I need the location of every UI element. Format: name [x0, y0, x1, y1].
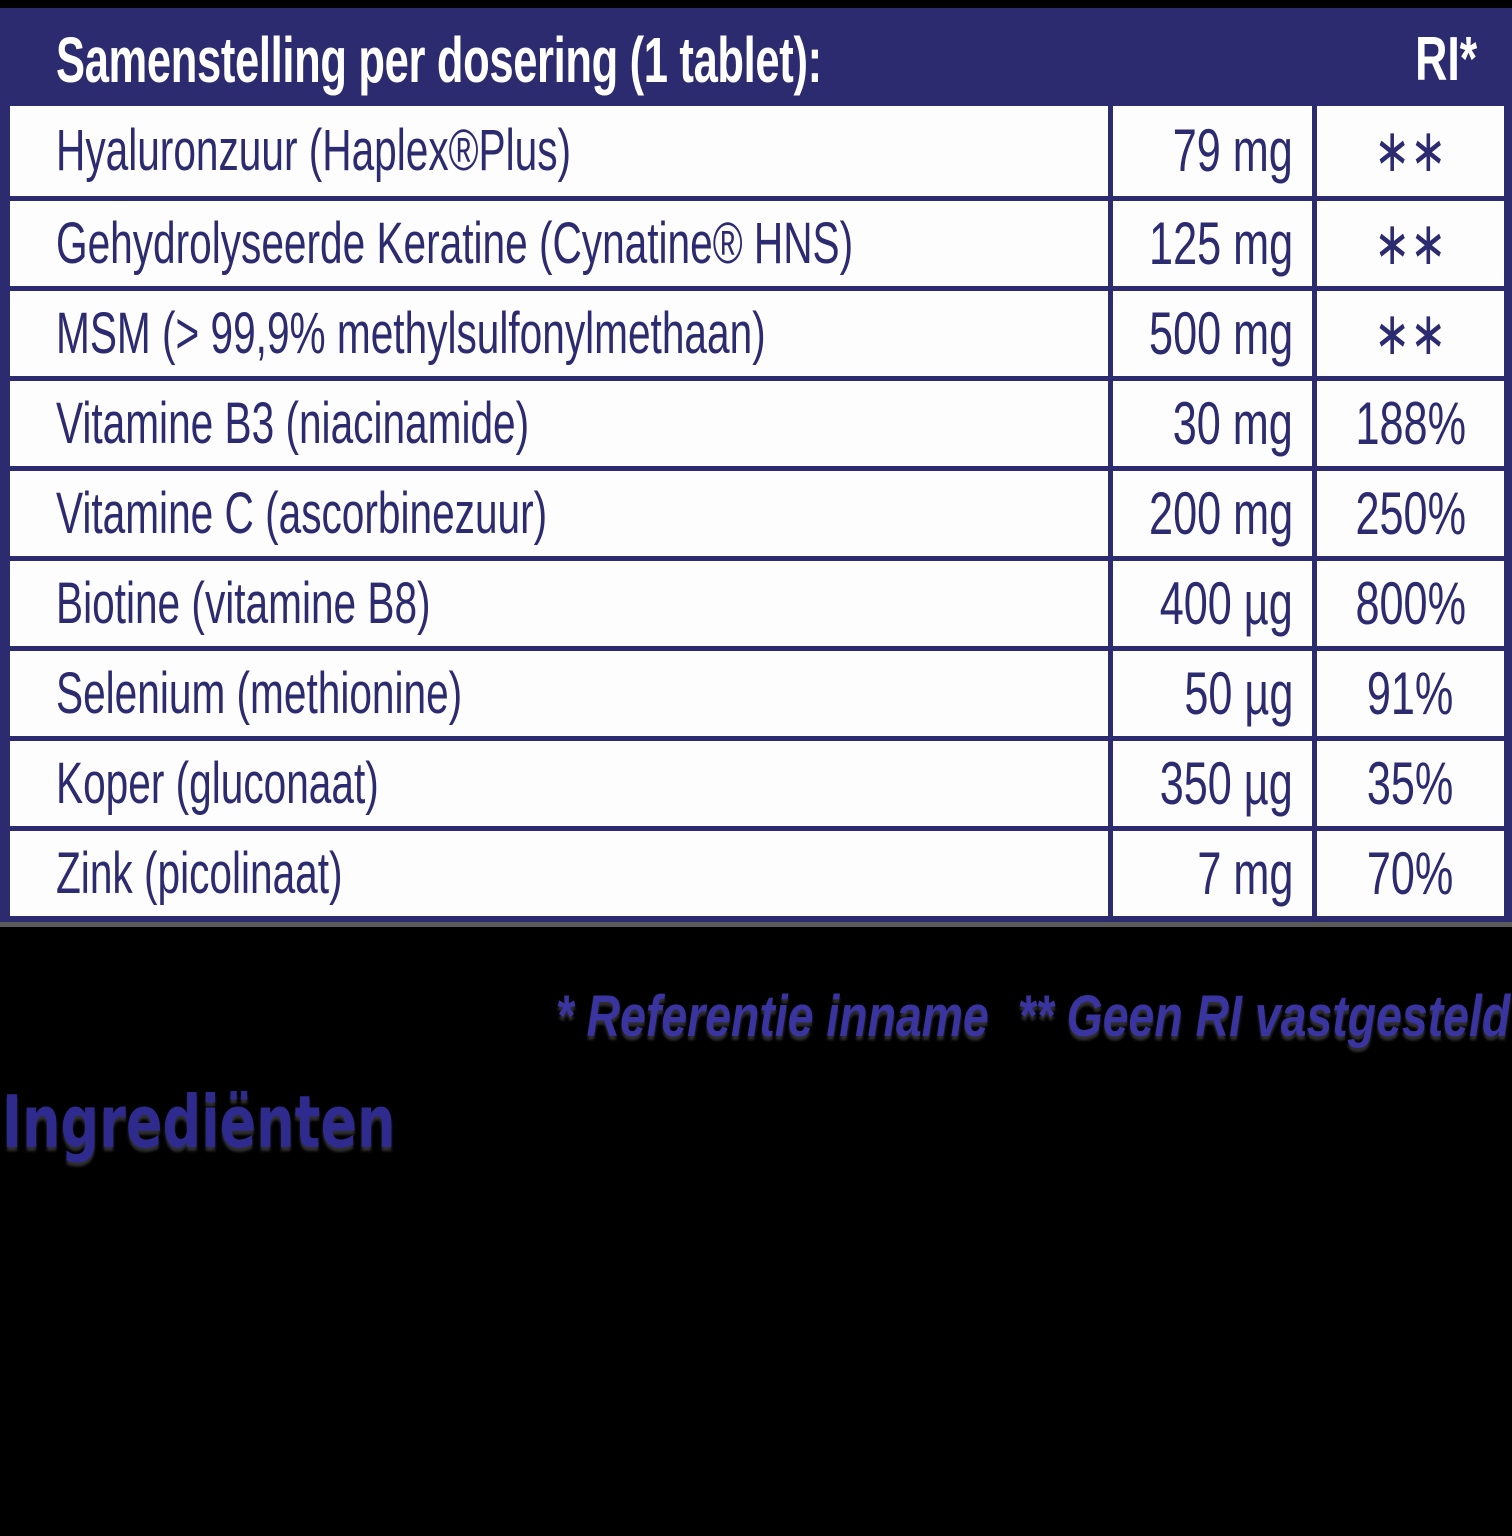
table-row: Koper (gluconaat) 350 µg 35%	[10, 736, 1504, 826]
table-row: Biotine (vitamine B8) 400 µg 800%	[10, 556, 1504, 646]
ingredient-name: Vitamine B3 (niacinamide)	[56, 390, 530, 456]
ingredient-amount: 79 mg	[1172, 117, 1293, 184]
ingredient-ri-cell: 250%	[1312, 471, 1504, 556]
ri-column-header: RI*	[1414, 25, 1477, 94]
ingredient-amount-cell: 79 mg	[1108, 106, 1312, 196]
table-title: Samenstelling per dosering (1 tablet):	[56, 24, 822, 96]
ingredient-ri: ∗∗	[1374, 299, 1447, 367]
ingredient-ri: 35%	[1367, 749, 1454, 817]
table-body: Hyaluronzuur (Haplex®Plus) 79 mg ∗∗ Gehy…	[10, 106, 1504, 916]
ingredient-name-cell: Gehydrolyseerde Keratine (Cynatine® HNS)	[10, 201, 1108, 286]
table-header-row: Samenstelling per dosering (1 tablet): R…	[10, 14, 1504, 106]
ingredient-ri-cell: ∗∗	[1312, 201, 1504, 286]
table-row: Selenium (methionine) 50 µg 91%	[10, 646, 1504, 736]
ingredient-name: MSM (> 99,9% methylsulfonylmethaan)	[56, 300, 766, 366]
ingredient-amount-cell: 50 µg	[1108, 651, 1312, 736]
ingredient-amount-cell: 7 mg	[1108, 831, 1312, 916]
ingredient-amount-cell: 30 mg	[1108, 381, 1312, 466]
table-row: Vitamine C (ascorbinezuur) 200 mg 250%	[10, 466, 1504, 556]
ingredient-name: Hyaluronzuur (Haplex®Plus)	[56, 118, 572, 183]
table-row: Hyaluronzuur (Haplex®Plus) 79 mg ∗∗	[10, 106, 1504, 196]
ingredient-name-cell: Hyaluronzuur (Haplex®Plus)	[10, 106, 1108, 196]
ingredient-ri-cell: ∗∗	[1312, 106, 1504, 196]
ingredient-amount: 30 mg	[1172, 389, 1293, 457]
ingredient-name: Vitamine C (ascorbinezuur)	[56, 480, 548, 546]
ingredient-ri-cell: ∗∗	[1312, 291, 1504, 376]
ingredient-ri: 188%	[1355, 389, 1466, 457]
ingredient-amount: 50 µg	[1184, 659, 1293, 727]
ingredient-ri-cell: 70%	[1312, 831, 1504, 916]
ingredient-name-cell: MSM (> 99,9% methylsulfonylmethaan)	[10, 291, 1108, 376]
ingredient-name: Koper (gluconaat)	[56, 750, 379, 816]
ingredient-name-cell: Vitamine B3 (niacinamide)	[10, 381, 1108, 466]
ingredient-name: Biotine (vitamine B8)	[56, 570, 431, 636]
ingredient-amount: 350 µg	[1160, 749, 1293, 817]
ingredient-name-cell: Zink (picolinaat)	[10, 831, 1108, 916]
ingredient-amount: 400 µg	[1160, 569, 1293, 637]
ingredient-amount: 500 mg	[1148, 299, 1293, 367]
ingredient-name: Gehydrolyseerde Keratine (Cynatine® HNS)	[56, 210, 854, 276]
ingredient-amount-cell: 500 mg	[1108, 291, 1312, 376]
ingredient-name-cell: Selenium (methionine)	[10, 651, 1108, 736]
table-row: Gehydrolyseerde Keratine (Cynatine® HNS)…	[10, 196, 1504, 286]
ingredient-ri-cell: 91%	[1312, 651, 1504, 736]
ingredient-amount: 7 mg	[1196, 839, 1293, 907]
ingredient-amount-cell: 350 µg	[1108, 741, 1312, 826]
ingredient-ri: ∗∗	[1374, 117, 1447, 184]
ingredient-amount-cell: 400 µg	[1108, 561, 1312, 646]
ingredient-ri-cell: 800%	[1312, 561, 1504, 646]
ingredient-name-cell: Vitamine C (ascorbinezuur)	[10, 471, 1108, 556]
ingredient-amount-cell: 125 mg	[1108, 201, 1312, 286]
ingredient-name: Selenium (methionine)	[56, 660, 463, 726]
ingredients-heading: Ingrediënten	[2, 1080, 396, 1164]
footnote-reference-intake: * Referentie inname	[555, 984, 989, 1049]
ingredient-ri: ∗∗	[1374, 209, 1447, 277]
footnote: * Referentie inname ** Geen RI vastgestel…	[555, 982, 1510, 1052]
ingredient-ri: 800%	[1355, 569, 1466, 637]
ingredient-ri: 70%	[1367, 839, 1454, 907]
ingredient-ri-cell: 35%	[1312, 741, 1504, 826]
ingredient-name-cell: Koper (gluconaat)	[10, 741, 1108, 826]
ingredient-ri: 250%	[1355, 479, 1466, 547]
table-row: Zink (picolinaat) 7 mg 70%	[10, 826, 1504, 916]
ingredient-name-cell: Biotine (vitamine B8)	[10, 561, 1108, 646]
ingredient-ri-cell: 188%	[1312, 381, 1504, 466]
footnote-no-ri: ** Geen RI vastgesteld	[1017, 984, 1510, 1049]
ingredient-ri: 91%	[1367, 659, 1454, 727]
table-row: MSM (> 99,9% methylsulfonylmethaan) 500 …	[10, 286, 1504, 376]
table-row: Vitamine B3 (niacinamide) 30 mg 188%	[10, 376, 1504, 466]
ingredient-name: Zink (picolinaat)	[56, 840, 343, 906]
ingredient-amount: 125 mg	[1148, 209, 1293, 277]
ingredient-amount: 200 mg	[1148, 479, 1293, 547]
composition-table: Samenstelling per dosering (1 tablet): R…	[0, 8, 1512, 922]
ingredient-amount-cell: 200 mg	[1108, 471, 1312, 556]
